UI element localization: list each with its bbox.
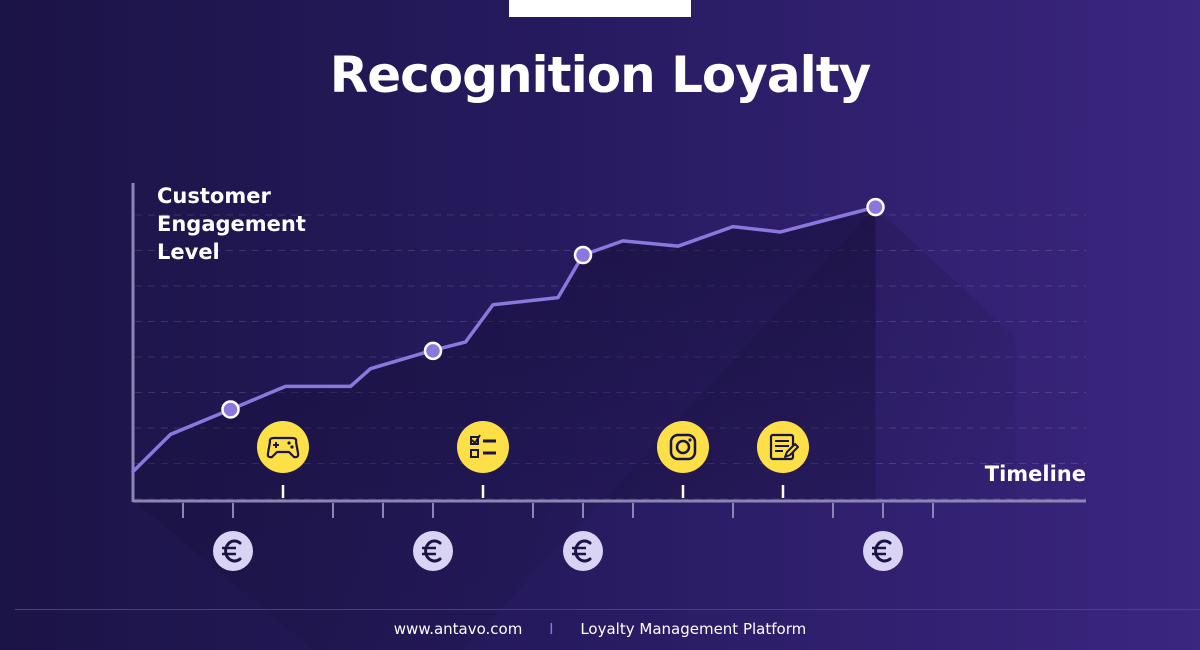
engagement-series-line <box>131 205 878 474</box>
footer-divider <box>15 609 1200 610</box>
data-marker <box>573 245 593 265</box>
reward-icons <box>213 531 903 571</box>
footer-website-link[interactable]: www.antavo.com <box>393 620 523 638</box>
footer-tagline: Loyalty Management Platform <box>580 620 807 638</box>
data-marker <box>423 341 443 361</box>
page-title: Recognition Loyalty <box>329 46 872 104</box>
euro-icon <box>863 531 903 571</box>
gamepad-icon <box>257 421 309 473</box>
form-icon <box>757 421 809 473</box>
x-axis-label: Timeline <box>984 462 1086 486</box>
checklist-icon <box>457 421 509 473</box>
data-markers <box>221 197 885 419</box>
footer: www.antavo.com I Loyalty Management Plat… <box>0 619 1200 639</box>
event-icons <box>257 421 809 473</box>
euro-icon <box>413 531 453 571</box>
top-tab <box>509 0 691 17</box>
axes <box>131 183 1086 518</box>
instagram-icon <box>657 421 709 473</box>
y-axis-label: Customer Engagement Level <box>157 184 306 264</box>
euro-icon <box>213 531 253 571</box>
data-marker <box>866 197 885 217</box>
engagement-line <box>131 205 878 474</box>
data-marker <box>221 400 240 419</box>
footer-separator: I <box>549 620 554 638</box>
euro-icon <box>563 531 603 571</box>
